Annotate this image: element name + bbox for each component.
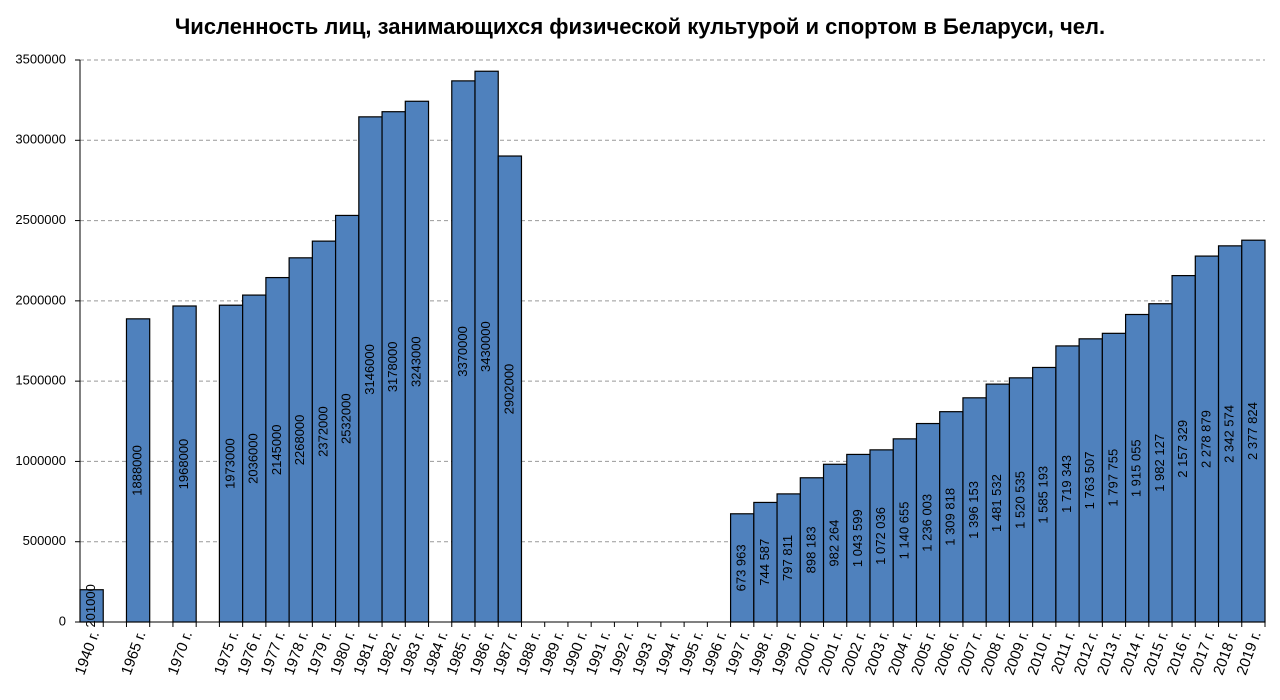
value-label: 3146000 bbox=[362, 344, 377, 395]
y-tick-label: 3500000 bbox=[15, 51, 66, 66]
value-label: 3430000 bbox=[478, 321, 493, 372]
value-label: 1 520 535 bbox=[1012, 471, 1027, 529]
value-label: 3178000 bbox=[385, 342, 400, 393]
chart-title: Численность лиц, занимающихся физической… bbox=[175, 14, 1105, 39]
value-label: 1 072 036 bbox=[873, 507, 888, 565]
y-tick-label: 1500000 bbox=[15, 373, 66, 388]
value-label: 3243000 bbox=[408, 336, 423, 387]
bar bbox=[404, 100, 430, 623]
value-label: 1973000 bbox=[222, 438, 237, 489]
value-label: 3370000 bbox=[455, 326, 470, 377]
value-label: 898 183 bbox=[803, 526, 818, 573]
value-label: 2 377 824 bbox=[1245, 402, 1260, 460]
value-label: 744 587 bbox=[757, 539, 772, 586]
y-tick-label: 2000000 bbox=[15, 292, 66, 307]
y-tick-label: 0 bbox=[59, 613, 66, 628]
value-label: 1 585 193 bbox=[1036, 466, 1051, 524]
bar bbox=[1241, 239, 1266, 623]
value-label: 2902000 bbox=[501, 364, 516, 415]
y-tick-label: 3000000 bbox=[15, 132, 66, 147]
bar bbox=[79, 589, 104, 623]
value-label: 1 043 599 bbox=[850, 509, 865, 567]
value-label: 673 963 bbox=[734, 544, 749, 591]
value-label: 2268000 bbox=[292, 415, 307, 466]
value-label: 982 264 bbox=[827, 520, 842, 567]
value-label: 2372000 bbox=[315, 406, 330, 457]
value-label: 1 982 127 bbox=[1152, 434, 1167, 492]
value-label: 2 157 329 bbox=[1175, 420, 1190, 478]
value-label: 1888000 bbox=[130, 445, 145, 496]
value-label: 201000 bbox=[83, 584, 98, 627]
y-tick-label: 2500000 bbox=[15, 212, 66, 227]
value-label: 1 915 055 bbox=[1129, 439, 1144, 497]
value-label: 1 309 818 bbox=[943, 488, 958, 546]
value-label: 1 140 655 bbox=[896, 501, 911, 559]
value-label: 1968000 bbox=[176, 439, 191, 490]
y-tick-label: 1000000 bbox=[15, 453, 66, 468]
value-label: 797 811 bbox=[780, 535, 795, 581]
value-label: 2 278 879 bbox=[1198, 410, 1213, 468]
value-label: 2145000 bbox=[269, 424, 284, 475]
value-label: 1 763 507 bbox=[1082, 451, 1097, 509]
y-tick-label: 500000 bbox=[23, 533, 66, 548]
value-label: 2036000 bbox=[246, 433, 261, 484]
value-label: 1 396 153 bbox=[966, 481, 981, 539]
bar bbox=[125, 318, 151, 623]
value-label: 1 719 343 bbox=[1059, 455, 1074, 513]
bar bbox=[497, 155, 523, 623]
value-label: 1 481 532 bbox=[989, 474, 1004, 532]
value-label: 2532000 bbox=[339, 393, 354, 444]
value-label: 2 342 574 bbox=[1222, 405, 1237, 463]
value-label: 1 797 755 bbox=[1105, 449, 1120, 507]
value-label: 1 236 003 bbox=[920, 494, 935, 552]
bar bbox=[172, 305, 197, 623]
